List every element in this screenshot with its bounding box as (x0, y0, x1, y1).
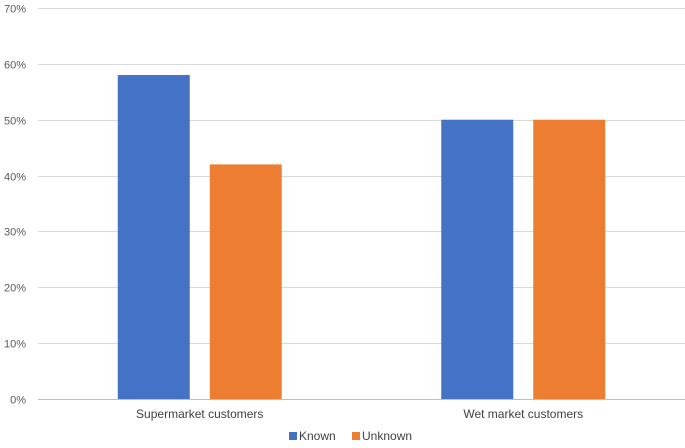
bars (117, 75, 606, 400)
legend: Known Unknown (289, 429, 412, 443)
y-tick-label: 70% (4, 4, 26, 16)
x-axis-labels: Supermarket customers Wet market customer… (136, 407, 583, 421)
bar-unknown-2 (533, 119, 606, 399)
legend-swatch-known (289, 432, 297, 440)
y-axis-ticks: 0% 10% 20% 30% 40% 50% 60% 70% (4, 4, 26, 407)
y-tick-label: 50% (4, 116, 26, 128)
legend-label-known: Known (299, 429, 336, 443)
x-category-label: Supermarket customers (136, 407, 263, 421)
y-tick-label: 40% (4, 172, 26, 184)
bar-known-2 (441, 119, 514, 399)
legend-label-unknown: Unknown (362, 429, 412, 443)
bar-unknown-1 (209, 164, 282, 399)
legend-swatch-unknown (352, 432, 360, 440)
y-tick-label: 60% (4, 60, 26, 72)
y-tick-label: 10% (4, 339, 26, 351)
x-category-label: Wet market customers (463, 407, 583, 421)
y-tick-label: 0% (10, 395, 26, 407)
y-tick-label: 30% (4, 227, 26, 239)
y-tick-label: 20% (4, 283, 26, 295)
bar-known-1 (117, 75, 190, 400)
